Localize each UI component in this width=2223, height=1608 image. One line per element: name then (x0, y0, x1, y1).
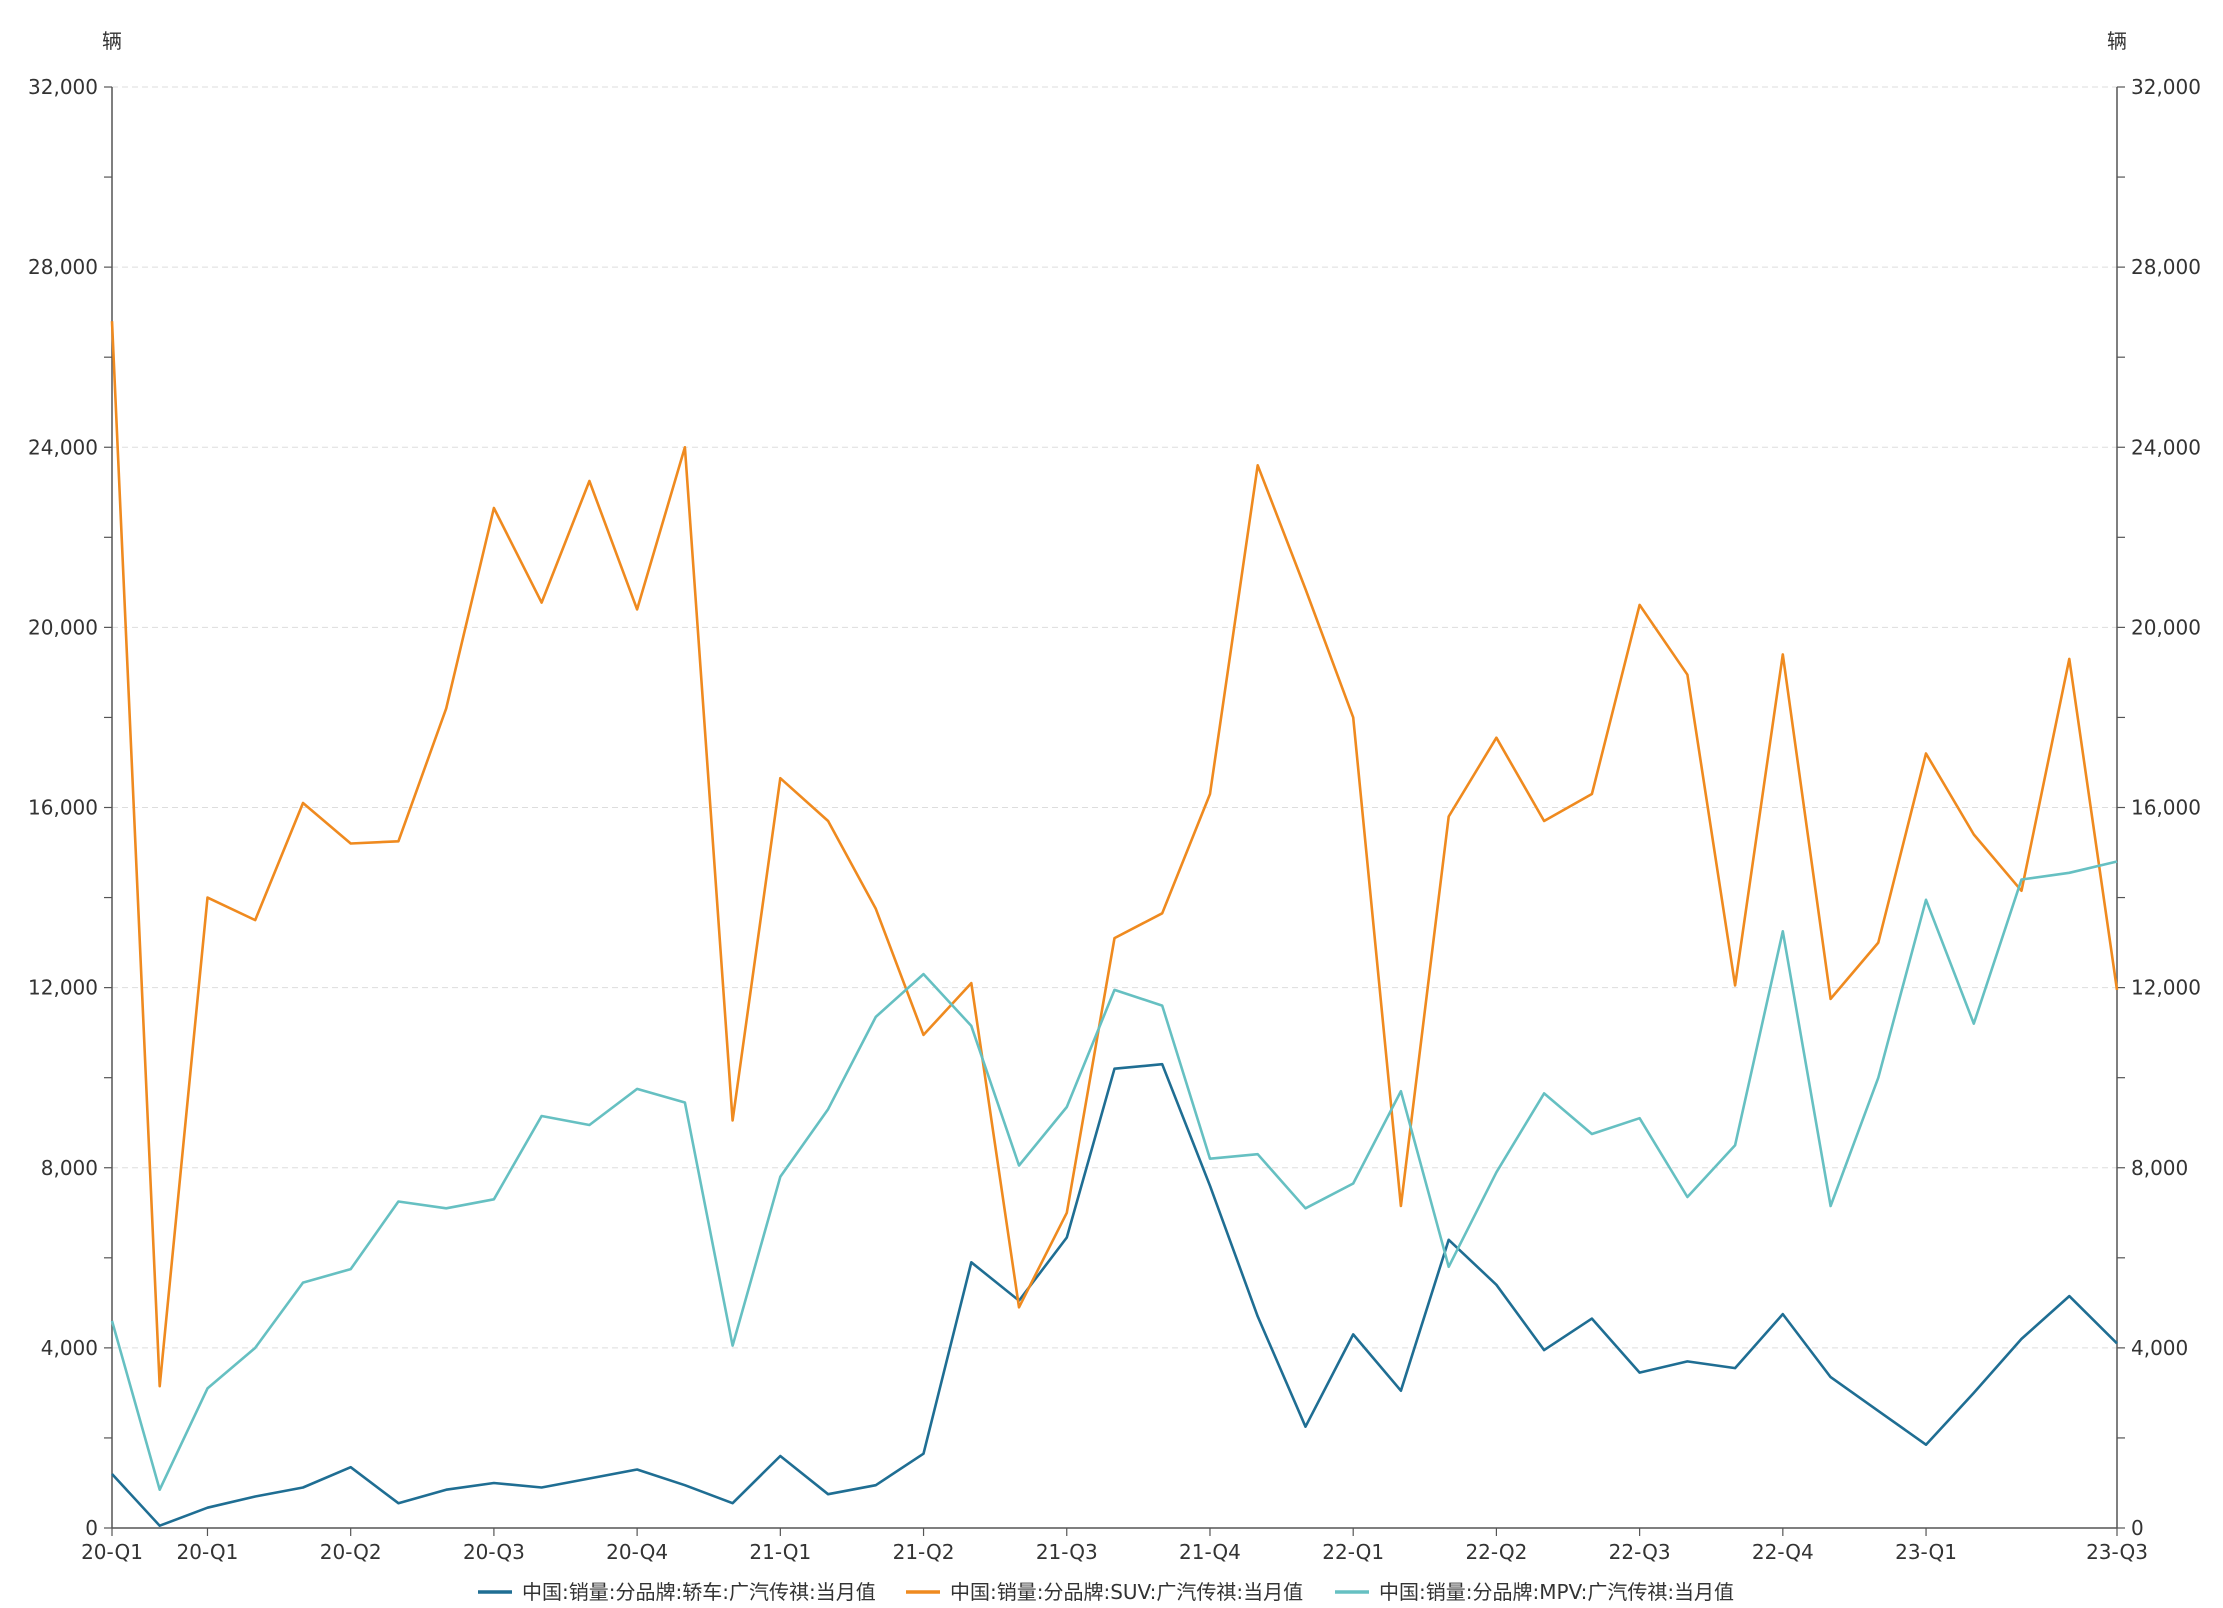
x-tick-label: 20-Q1 (177, 1540, 239, 1564)
x-tick-label: 22-Q4 (1752, 1540, 1814, 1564)
y-tick-label-right: 24,000 (2131, 435, 2201, 459)
y-tick-label-right: 12,000 (2131, 976, 2201, 1000)
x-tick-label: 20-Q1 (81, 1540, 143, 1564)
y-tick-label-right: 28,000 (2131, 255, 2201, 279)
legend-label-sedan: 中国:销量:分品牌:轿车:广汽传祺:当月值 (522, 1580, 876, 1604)
y-tick-label-left: 20,000 (28, 615, 98, 639)
right-axis-unit: 辆 (2107, 29, 2127, 53)
x-tick-label: 23-Q1 (1895, 1540, 1957, 1564)
x-tick-label: 21-Q4 (1179, 1540, 1241, 1564)
x-tick-label: 22-Q2 (1465, 1540, 1527, 1564)
y-tick-label-left: 24,000 (28, 435, 98, 459)
y-tick-label-right: 4,000 (2131, 1336, 2188, 1360)
x-tick-label: 23-Q3 (2086, 1540, 2148, 1564)
x-tick-label: 21-Q3 (1036, 1540, 1098, 1564)
legend: 中国:销量:分品牌:轿车:广汽传祺:当月值 中国:销量:分品牌:SUV:广汽传祺:… (478, 1580, 1734, 1604)
left-axis-unit: 辆 (102, 29, 122, 53)
series-line-mpv (110, 860, 2118, 1491)
legend-label-suv: 中国:销量:分品牌:SUV:广汽传祺:当月值 (950, 1580, 1303, 1604)
y-tick-label-left: 8,000 (41, 1156, 98, 1180)
series-line-suv (110, 321, 2119, 1388)
grid-lines (112, 86, 2117, 1349)
x-tick-label: 20-Q3 (463, 1540, 525, 1564)
y-tick-label-left: 12,000 (28, 976, 98, 1000)
legend-label-mpv: 中国:销量:分品牌:MPV:广汽传祺:当月值 (1379, 1580, 1734, 1604)
y-tick-label-left: 28,000 (28, 255, 98, 279)
series-lines (110, 321, 2119, 1527)
x-tick-label: 21-Q2 (893, 1540, 955, 1564)
y-tick-label-left: 16,000 (28, 796, 98, 820)
series-line-sedan (111, 1062, 2118, 1527)
y-tick-label-right: 8,000 (2131, 1156, 2188, 1180)
y-tick-label-left: 4,000 (41, 1336, 98, 1360)
y-tick-label-right: 0 (2131, 1516, 2144, 1540)
y-tick-label-right: 16,000 (2131, 796, 2201, 820)
y-tick-label-left: 0 (85, 1516, 98, 1540)
y-tick-label-right: 32,000 (2131, 75, 2201, 99)
y-tick-label-left: 32,000 (28, 75, 98, 99)
axes: 0 0 4,000 4,000 8,000 8,000 12,000 12,000 16,000… (28, 75, 2201, 1564)
y-tick-label-right: 20,000 (2131, 615, 2201, 639)
x-tick-label: 21-Q1 (749, 1540, 811, 1564)
x-tick-label: 22-Q1 (1322, 1540, 1384, 1564)
x-tick-label: 20-Q2 (320, 1540, 382, 1564)
x-tick-label: 20-Q4 (606, 1540, 668, 1564)
x-tick-label: 22-Q3 (1609, 1540, 1671, 1564)
